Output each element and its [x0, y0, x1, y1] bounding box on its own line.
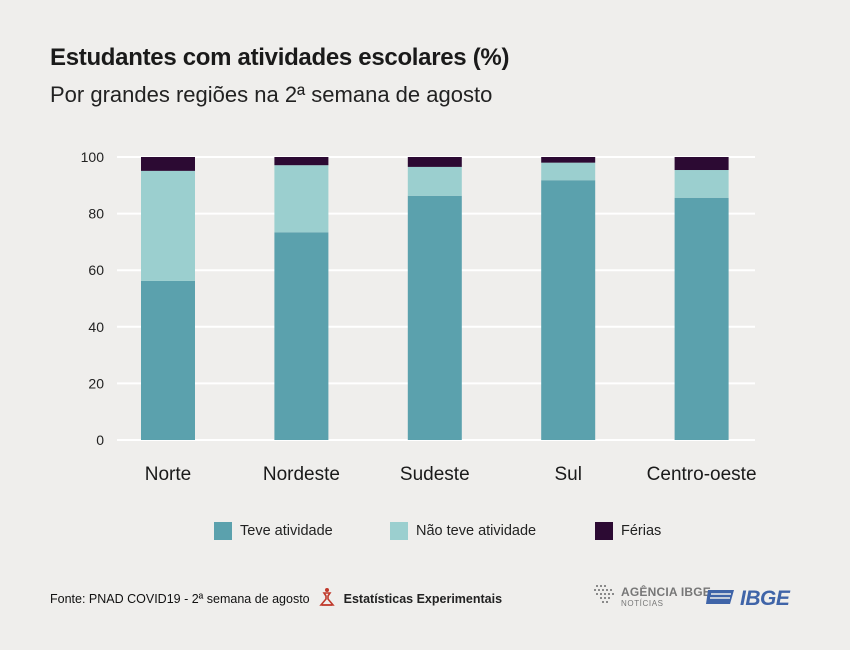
- bar-segment: [674, 197, 729, 440]
- y-tick-label: 60: [88, 262, 104, 278]
- y-tick-label: 80: [88, 206, 104, 222]
- y-tick-label: 0: [96, 432, 104, 448]
- x-axis-labels: Norte Nordeste Sudeste Sul Centro-oeste: [145, 464, 757, 485]
- brazil-map-icon: [592, 583, 616, 610]
- x-category-label: Sul: [554, 464, 581, 485]
- bar-segment: [674, 170, 729, 198]
- source-text: Fonte: PNAD COVID19 - 2ª semana de agost…: [50, 591, 310, 606]
- legend: Teve atividade Não teve atividade Férias: [0, 522, 850, 546]
- chart-subtitle: Por grandes regiões na 2ª semana de agos…: [50, 82, 493, 107]
- experimental-label: Estatísticas Experimentais: [343, 591, 503, 606]
- stacked-bar-chart: 0 20 40 60 80 100 Norte Nordeste Sudeste Sul Cent…: [81, 149, 757, 485]
- y-tick-label: 40: [88, 319, 104, 335]
- bar-segment: [674, 157, 729, 171]
- y-axis-ticks: 0 20 40 60 80 100: [81, 149, 105, 448]
- bar-segment: [274, 157, 329, 166]
- y-tick-label: 20: [88, 375, 104, 391]
- legend-item-nao-teve: Não teve atividade: [390, 522, 536, 540]
- bar-segment: [541, 157, 596, 163]
- ibge-logo: IBGE: [706, 586, 790, 611]
- agencia-title: AGÊNCIA IBGE: [621, 584, 711, 599]
- x-category-label: Centro-oeste: [647, 464, 757, 485]
- legend-item-teve: Teve atividade: [214, 522, 333, 540]
- bar-segment: [407, 195, 462, 440]
- x-category-label: Sudeste: [400, 464, 470, 485]
- legend-label-ferias: Férias: [621, 523, 662, 539]
- bars: [141, 157, 729, 440]
- bar-segment: [541, 180, 596, 440]
- x-category-label: Nordeste: [263, 464, 340, 485]
- legend-label-nao-teve: Não teve atividade: [416, 523, 537, 539]
- bar-segment: [141, 280, 195, 440]
- bar-segment: [407, 166, 462, 196]
- agencia-subtitle: NOTÍCIAS: [621, 598, 664, 608]
- legend-label-teve: Teve atividade: [240, 523, 333, 539]
- x-category-label: Norte: [145, 464, 191, 485]
- legend-swatch-nao-teve: [390, 522, 408, 540]
- bar-segment: [541, 162, 596, 181]
- bar-segment: [141, 170, 195, 281]
- legend-swatch-ferias: [595, 522, 613, 540]
- experimental-icon: [318, 587, 336, 610]
- ibge-wordmark: IBGE: [740, 586, 790, 610]
- footer-source: Fonte: PNAD COVID19 - 2ª semana de agost…: [50, 587, 502, 610]
- chart-title: Estudantes com atividades escolares (%): [50, 44, 510, 71]
- legend-swatch-teve: [214, 522, 232, 540]
- agencia-ibge-logo: AGÊNCIA IBGE NOTÍCIAS: [592, 583, 711, 610]
- legend-item-ferias: Férias: [595, 522, 661, 540]
- bar-segment: [274, 165, 329, 233]
- bar-segment: [274, 232, 329, 440]
- ibge-emblem-icon: [706, 586, 736, 611]
- y-tick-label: 100: [81, 149, 105, 165]
- bar-segment: [141, 157, 195, 171]
- bar-segment: [407, 157, 462, 167]
